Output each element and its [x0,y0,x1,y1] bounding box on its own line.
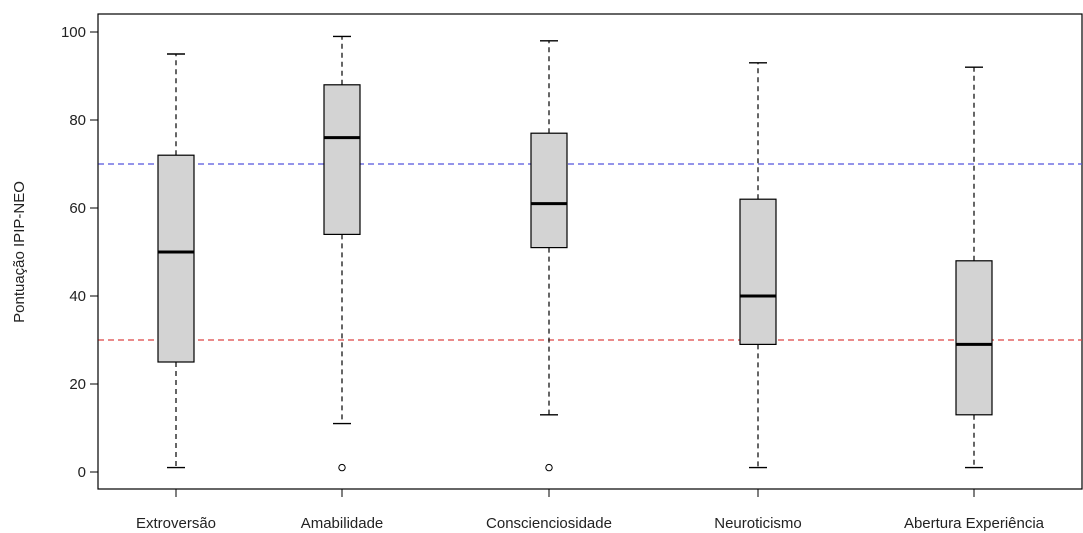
outlier-point [545,463,553,472]
box-3 [530,40,568,472]
y-tick-label: 0 [78,464,86,481]
iqr-box [739,198,777,345]
x-tick-label: Abertura Experiência [904,515,1045,532]
y-tick-label: 20 [69,376,86,393]
box-1 [157,53,195,469]
x-tick-label: Conscienciosidade [486,515,612,532]
y-tick-label: 40 [69,288,86,305]
x-tick-label: Amabilidade [301,515,384,532]
box-5 [955,66,993,469]
outlier-point [338,463,346,472]
x-tick-label: Extroversão [136,515,216,532]
iqr-box [955,260,993,416]
reference-lines [98,163,1082,341]
boxes [157,35,993,472]
iqr-box [323,84,361,236]
y-tick-label: 100 [61,24,86,41]
iqr-box [157,154,195,363]
y-tick-label: 60 [69,200,86,217]
x-tick-label: Neuroticismo [714,515,802,532]
x-axis: Extroversão Amabilidade Conscienciosidade N… [136,489,1045,532]
y-axis: 0 20 40 60 80 100 [61,24,99,481]
box-2 [323,35,361,472]
plot-frame [97,13,1083,490]
iqr-box [530,132,568,249]
y-axis-label: Pontuação IPIP-NEO [11,181,28,323]
y-tick-label: 80 [69,112,86,129]
box-4 [739,62,777,469]
